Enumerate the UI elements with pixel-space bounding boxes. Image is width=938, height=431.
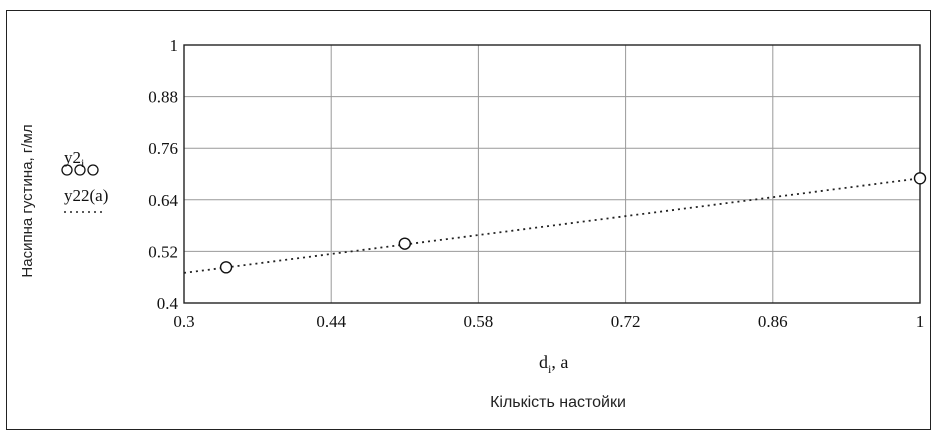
y-axis-label: Насипна густина, г/мл	[19, 124, 36, 277]
x-tick-label: 0.3	[173, 312, 194, 331]
chart-frame: Насипна густина, г/мл y2i y22(a) 0.3 0.44…	[6, 10, 931, 430]
plot-border	[183, 44, 921, 304]
series-line-y22	[183, 177, 921, 274]
data-point-y2	[219, 261, 233, 274]
x-tick-label: 0.86	[758, 312, 788, 331]
legend-series1-name: y2i	[64, 148, 85, 170]
y-tick-label: 0.64	[148, 191, 178, 210]
chart-canvas: Насипна густина, г/мл y2i y22(a) 0.3 0.44…	[19, 36, 927, 411]
legend-series1-symbol	[61, 164, 99, 176]
x-tick-label: 0.72	[611, 312, 641, 331]
legend-series2-name: y22(a)	[64, 186, 108, 205]
y-tick-label: 0.52	[148, 242, 178, 261]
x-variable-label: di, a	[539, 352, 568, 376]
plot-area: 0.3 0.44 0.58 0.72 0.86 1 0.4 0.52 0.64 0.76 0.88 1	[148, 36, 927, 331]
data-point-y2	[398, 237, 411, 250]
y-tick-label: 0.88	[148, 88, 178, 107]
x-tick-label: 0.58	[464, 312, 494, 331]
y-tick-label: 0.76	[148, 139, 178, 158]
y-tick-label: 0.4	[157, 294, 179, 313]
x-tick-label: 1	[916, 312, 925, 331]
y-tick-label: 1	[170, 36, 179, 55]
x-axis-caption: Кількість настойки	[490, 394, 626, 411]
data-point-y2	[913, 172, 927, 185]
legend: y2i y22(a)	[61, 148, 108, 213]
x-tick-label: 0.44	[316, 312, 346, 331]
